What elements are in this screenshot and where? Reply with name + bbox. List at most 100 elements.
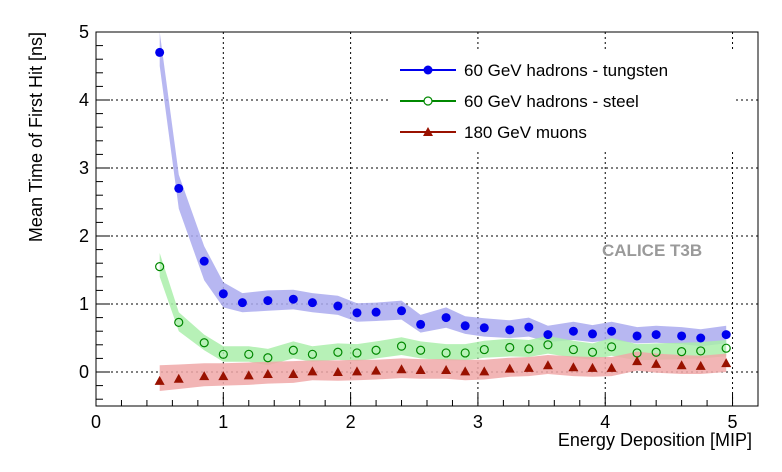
point-series-1 [543, 330, 553, 340]
x-tick-label: 4 [600, 412, 610, 432]
point-series-1 [524, 322, 534, 332]
point-series-3 [199, 371, 210, 381]
point-series-2 [606, 342, 617, 352]
point-series-2 [479, 344, 489, 355]
point-series-3 [479, 366, 490, 376]
point-series-3 [460, 366, 471, 376]
point-series-3 [651, 358, 662, 368]
point-series-1 [696, 333, 706, 343]
y-tick-label: 3 [79, 158, 89, 178]
y-tick-labels: 0 1 2 3 4 5 [79, 22, 89, 382]
point-series-2 [199, 338, 209, 348]
legend: 60 GeV hadrons - tungsten 60 GeV hadrons … [390, 52, 735, 150]
x-axis-title: Energy Deposition [MIP] [558, 430, 752, 450]
y-axis-title: Mean Time of First Hit [ns] [26, 32, 46, 242]
y-tick-label: 5 [79, 22, 89, 42]
point-series-3 [695, 360, 706, 370]
x-tick-label: 3 [473, 412, 483, 432]
point-series-2 [263, 353, 273, 363]
y-tick-label: 1 [79, 294, 89, 314]
legend-label-series-1: 60 GeV hadrons - tungsten [464, 61, 668, 80]
point-series-3 [632, 356, 643, 366]
legend-marker-series-3 [423, 127, 433, 136]
point-series-3 [307, 366, 318, 376]
point-series-1 [651, 330, 661, 340]
point-series-2 [371, 345, 381, 355]
point-series-2 [524, 344, 534, 354]
point-series-1 [607, 326, 617, 336]
point-series-3 [504, 363, 515, 373]
x-tick-labels: 0 1 2 3 4 5 [91, 412, 738, 432]
point-series-2 [677, 347, 687, 357]
point-series-2 [244, 349, 254, 359]
point-series-3 [523, 362, 534, 372]
legend-marker-series-1 [423, 65, 433, 75]
x-tick-label: 2 [346, 412, 356, 432]
point-series-1 [307, 298, 317, 308]
point-series-3 [154, 375, 165, 385]
point-series-2 [288, 345, 298, 355]
axis-ticks [95, 31, 734, 406]
legend-label-series-3: 180 GeV muons [464, 123, 587, 142]
legend-marker-series-2 [423, 96, 433, 106]
y-tick-label: 2 [79, 226, 89, 246]
point-series-1 [416, 319, 426, 329]
point-series-2 [352, 348, 362, 358]
band-series-2 [159, 253, 727, 366]
point-series-2 [651, 347, 661, 357]
watermark: CALICE T3B [602, 241, 702, 260]
point-series-2 [543, 340, 553, 350]
legend-label-series-2: 60 GeV hadrons - steel [464, 92, 639, 111]
point-series-2 [568, 344, 579, 355]
point-series-2 [333, 347, 343, 357]
point-series-1 [288, 294, 298, 304]
point-series-1 [721, 330, 731, 340]
point-series-3 [243, 370, 254, 380]
point-series-3 [676, 360, 687, 370]
point-series-1 [505, 325, 515, 335]
point-series-2 [696, 346, 706, 356]
point-series-1 [155, 47, 165, 57]
point-series-2 [441, 348, 451, 358]
point-series-3 [332, 367, 343, 376]
point-series-3 [606, 362, 617, 372]
point-series-1 [237, 298, 247, 308]
point-series-3 [415, 364, 426, 374]
point-series-2 [587, 347, 598, 357]
y-tick-label: 0 [79, 362, 89, 382]
point-series-1 [263, 296, 273, 306]
x-tick-label: 1 [218, 412, 228, 432]
point-series-2 [721, 343, 731, 353]
point-series-2 [174, 317, 184, 327]
x-tick-label: 5 [728, 412, 738, 432]
point-series-3 [262, 369, 273, 379]
point-series-2 [416, 345, 426, 355]
point-series-3 [288, 369, 299, 379]
point-series-2 [396, 341, 407, 351]
point-series-3 [173, 373, 184, 383]
point-series-3 [721, 358, 732, 368]
point-series-1 [199, 256, 209, 266]
point-series-1 [632, 331, 642, 341]
point-series-1 [174, 183, 184, 193]
point-series-1 [218, 289, 228, 299]
data-markers [154, 47, 732, 385]
point-series-1 [479, 323, 489, 333]
point-series-1 [371, 307, 381, 317]
point-series-3 [351, 366, 362, 376]
point-series-3 [371, 365, 382, 375]
point-series-2 [307, 349, 318, 359]
point-series-2 [155, 262, 165, 272]
point-series-3 [218, 371, 229, 381]
point-series-2 [505, 342, 515, 353]
point-series-1 [333, 301, 343, 311]
y-tick-label: 4 [79, 90, 89, 110]
point-series-3 [441, 364, 452, 374]
point-series-1 [460, 321, 470, 331]
point-series-1 [352, 308, 362, 318]
x-tick-label: 0 [91, 412, 101, 432]
point-series-1 [397, 306, 407, 316]
point-series-2 [460, 348, 470, 358]
point-series-3 [587, 362, 598, 372]
